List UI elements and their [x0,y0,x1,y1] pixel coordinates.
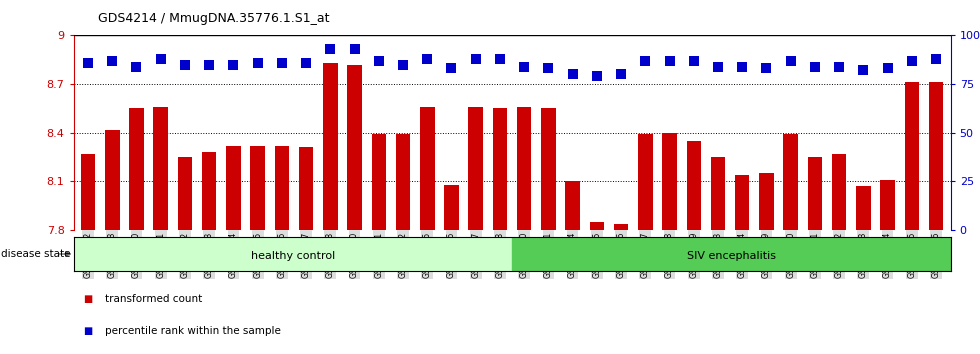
Text: healthy control: healthy control [251,251,335,261]
Point [153,56,169,62]
Text: disease state: disease state [1,249,71,259]
Bar [493,108,508,230]
Bar [512,237,951,271]
Point [444,65,460,71]
Bar [760,173,774,230]
Bar [541,108,556,230]
Point [274,60,290,65]
Point [541,65,557,71]
Point [880,65,896,71]
Point [831,64,847,69]
Point [759,65,774,71]
Point [250,60,266,65]
Point [177,62,193,67]
Point [371,58,387,63]
Bar [516,107,531,230]
Point [734,64,750,69]
Point [201,62,217,67]
Point [347,46,363,52]
Bar [929,82,944,230]
Text: SIV encephalitis: SIV encephalitis [687,251,776,261]
Point [637,58,653,63]
Bar [444,185,459,230]
Bar [565,181,580,230]
Bar [371,135,386,230]
Bar [638,135,653,230]
Point [105,58,121,63]
Bar [226,146,241,230]
Bar [832,154,847,230]
Bar [735,175,750,230]
Bar [323,63,337,230]
Bar [590,222,604,230]
Point [686,58,702,63]
Bar [129,108,144,230]
Bar [687,141,701,230]
Bar [662,133,677,230]
Point [710,64,726,69]
Text: transformed count: transformed count [105,294,202,304]
Bar [468,107,483,230]
Bar [808,157,822,230]
Bar [250,146,265,230]
Point [467,56,483,62]
Bar [154,107,168,230]
Point [492,56,508,62]
Point [856,68,871,73]
Bar [105,130,120,230]
Bar [880,180,895,230]
Point [589,73,605,79]
Bar [857,186,870,230]
Text: percentile rank within the sample: percentile rank within the sample [105,326,280,336]
Point [783,58,799,63]
Point [419,56,435,62]
Point [395,62,411,67]
Point [516,64,532,69]
Bar [420,107,434,230]
Bar [299,147,314,230]
Point [80,60,96,65]
Point [662,58,677,63]
Bar [347,64,362,230]
Bar [710,157,725,230]
Point [564,72,580,77]
Point [225,62,241,67]
Bar [905,82,919,230]
Bar [177,157,192,230]
Text: ■: ■ [83,326,92,336]
Bar [74,237,512,271]
Point [904,58,919,63]
Point [128,64,144,69]
Bar [202,152,217,230]
Point [928,56,944,62]
Bar [783,135,798,230]
Bar [396,135,411,230]
Text: GDS4214 / MmugDNA.35776.1.S1_at: GDS4214 / MmugDNA.35776.1.S1_at [98,12,329,25]
Bar [613,224,628,230]
Bar [80,154,95,230]
Point [322,46,338,52]
Bar [274,146,289,230]
Point [808,64,823,69]
Text: ■: ■ [83,294,92,304]
Point [298,60,314,65]
Point [613,72,629,77]
